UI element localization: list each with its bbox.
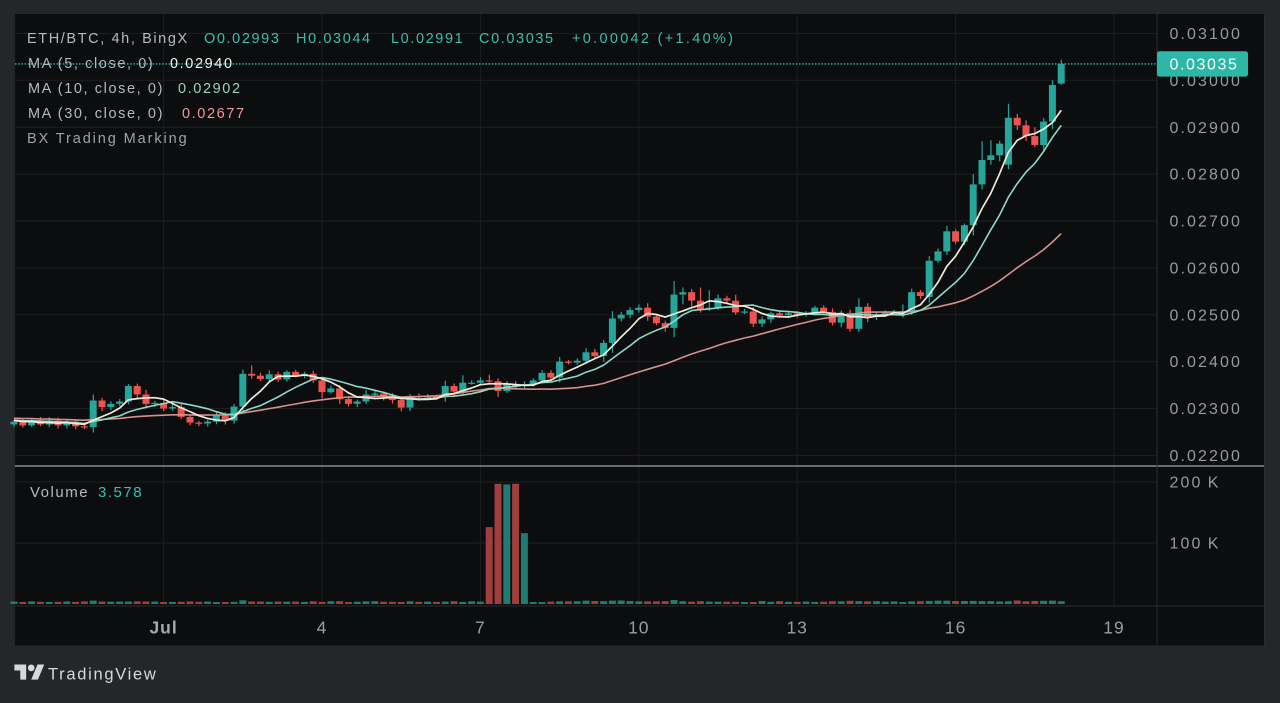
svg-text:7: 7 [475, 618, 486, 638]
svg-text:TradingView: TradingView [48, 666, 158, 684]
svg-text:MA (30, close, 0): MA (30, close, 0) [28, 106, 164, 122]
svg-text:4: 4 [317, 618, 328, 638]
svg-text:200 K: 200 K [1170, 475, 1221, 492]
svg-text:16: 16 [945, 618, 966, 638]
svg-text:Jul: Jul [149, 618, 177, 638]
svg-text:+0.00042 (+1.40%): +0.00042 (+1.40%) [572, 31, 735, 47]
svg-text:H0.03044: H0.03044 [296, 31, 372, 47]
svg-text:10: 10 [628, 618, 649, 638]
svg-text:0.02900: 0.02900 [1170, 120, 1243, 137]
svg-text:0.03035: 0.03035 [1170, 57, 1239, 74]
svg-text:MA (5, close, 0): MA (5, close, 0) [28, 56, 154, 72]
svg-text:0.02500: 0.02500 [1170, 307, 1243, 324]
svg-text:0.02600: 0.02600 [1170, 261, 1243, 278]
svg-text:0.02700: 0.02700 [1170, 214, 1243, 231]
svg-text:O0.02993: O0.02993 [204, 31, 281, 47]
svg-text:0.02902: 0.02902 [178, 81, 242, 97]
svg-text:BX Trading Marking: BX Trading Marking [27, 131, 189, 147]
svg-text:3.578: 3.578 [98, 484, 143, 501]
svg-text:Volume: Volume [30, 484, 89, 501]
svg-text:0.03000: 0.03000 [1170, 73, 1243, 90]
svg-text:ETH/BTC, 4h, BingX: ETH/BTC, 4h, BingX [27, 31, 189, 47]
svg-text:19: 19 [1103, 618, 1124, 638]
svg-text:0.02940: 0.02940 [170, 56, 234, 72]
svg-text:MA (10, close, 0): MA (10, close, 0) [28, 81, 164, 97]
svg-text:0.02677: 0.02677 [182, 106, 246, 122]
svg-text:0.02400: 0.02400 [1170, 354, 1243, 371]
svg-text:C0.03035: C0.03035 [479, 31, 555, 47]
svg-text:0.03100: 0.03100 [1170, 26, 1243, 43]
svg-text:0.02800: 0.02800 [1170, 167, 1243, 184]
svg-text:100 K: 100 K [1170, 536, 1221, 553]
svg-text:0.02300: 0.02300 [1170, 401, 1243, 418]
svg-text:13: 13 [786, 618, 807, 638]
svg-text:L0.02991: L0.02991 [391, 31, 464, 47]
svg-text:0.02200: 0.02200 [1170, 448, 1243, 465]
